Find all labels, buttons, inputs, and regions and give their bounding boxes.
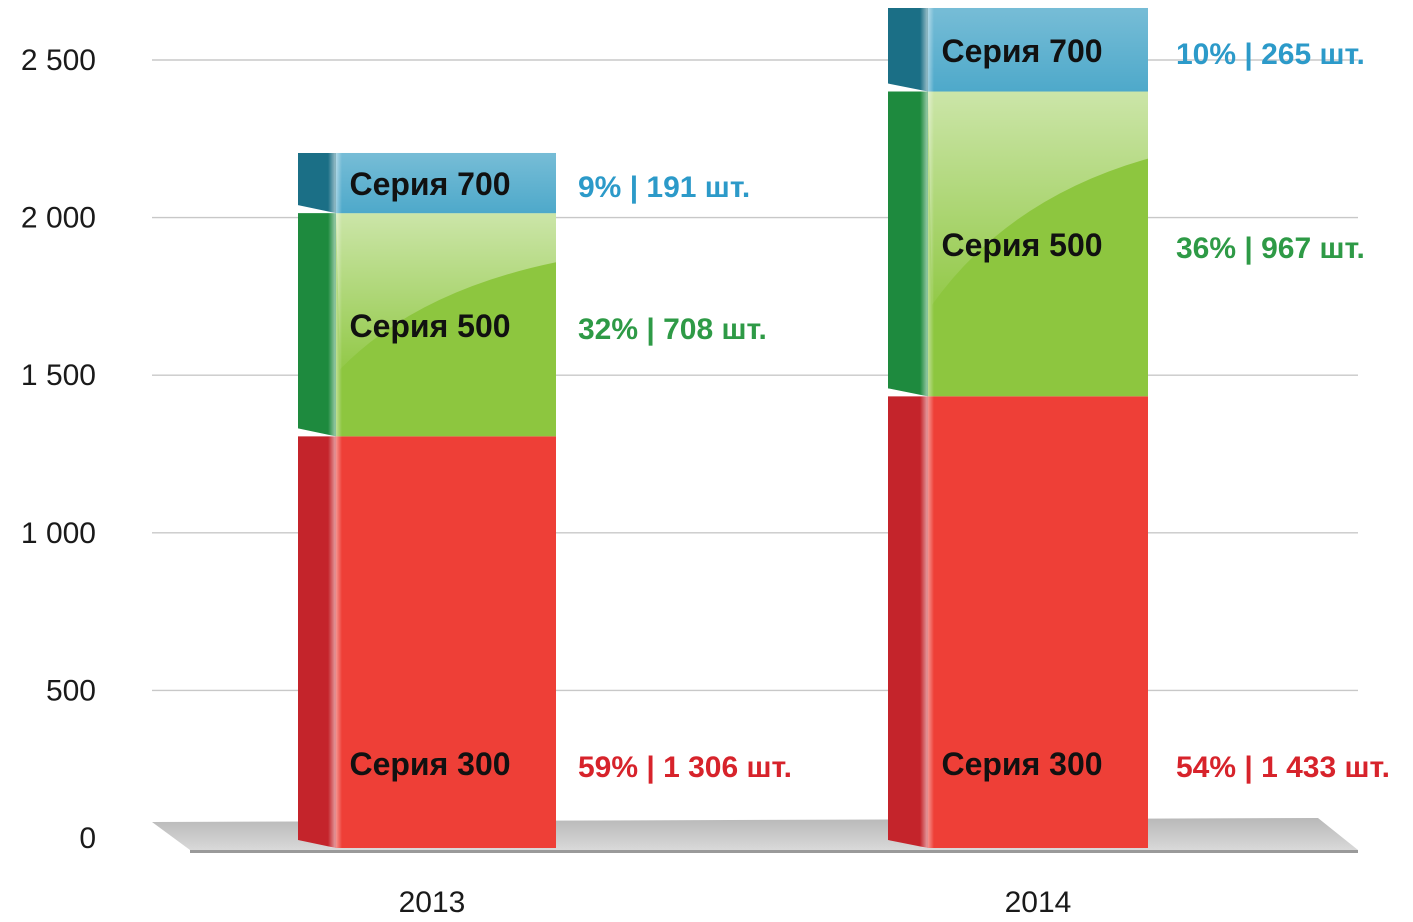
data-labels: Серия 300 59% | 1 306 шт. Серия 500 32% | 7… [349,33,1389,784]
bar-segment [336,436,556,848]
y-tick-label: 1 500 [21,359,96,392]
data-label: 9% | 191 шт. [578,171,750,204]
bar-side-segment [888,7,928,92]
segment-name-label: Серия 300 [349,746,510,782]
bars [298,7,1148,848]
data-label: 32% | 708 шт. [578,313,767,346]
segment-name-label: Серия 700 [941,33,1102,69]
bar-edge-shine [328,152,342,848]
bar-side-segment [888,91,928,397]
data-label: 36% | 967 шт. [1176,232,1365,265]
y-tick-label: 2 500 [21,44,96,77]
x-category-label: 2013 [399,886,466,919]
y-tick-label: 2 000 [21,202,96,235]
bar-side-segment [298,436,336,848]
data-label: 10% | 265 шт. [1176,38,1365,71]
bar-edge-shine [920,7,934,848]
data-label: 54% | 1 433 шт. [1176,751,1390,784]
floor-edge [190,850,1358,853]
segment-name-label: Серия 500 [941,227,1102,263]
segment-name-label: Серия 500 [349,308,510,344]
segment-name-label: Серия 300 [941,746,1102,782]
bar-gloss [336,213,556,370]
axes: 0 500 1 000 1 500 2 000 2 500 2013 2014 [21,44,1071,919]
bar-gloss [336,152,556,214]
bar-side-segment [298,152,336,214]
bar-side-segment [888,396,928,848]
bar-side-segment [298,213,336,437]
x-category-label: 2014 [1005,886,1072,919]
bar-gloss [928,7,1148,92]
bar-gloss [928,91,1148,305]
segment-name-label: Серия 700 [349,166,510,202]
y-tick-label: 0 [79,822,96,855]
data-label: 59% | 1 306 шт. [578,751,792,784]
bar-segment [928,396,1148,848]
y-tick-label: 500 [46,674,96,707]
y-tick-label: 1 000 [21,517,96,550]
